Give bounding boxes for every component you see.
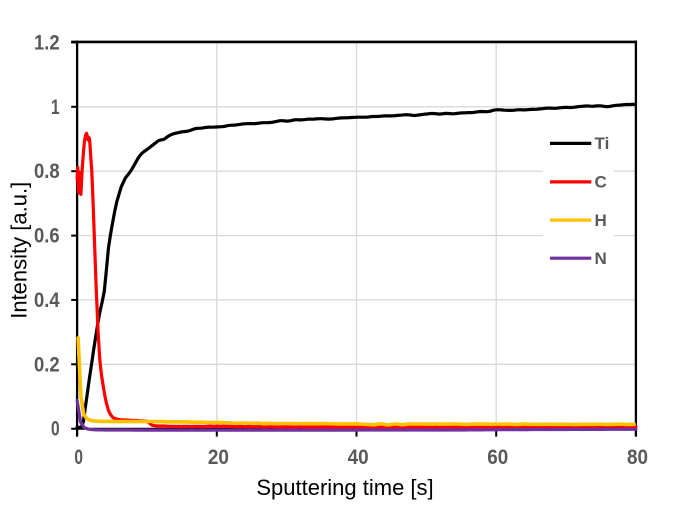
svg-text:60: 60: [487, 446, 508, 469]
svg-text:1.2: 1.2: [34, 31, 60, 54]
svg-text:Sputtering time [s]: Sputtering time [s]: [256, 475, 433, 500]
svg-text:1: 1: [51, 96, 60, 119]
svg-text:40: 40: [348, 446, 369, 469]
svg-text:20: 20: [208, 446, 229, 469]
svg-text:80: 80: [627, 446, 648, 469]
svg-text:Intensity [a.u.]: Intensity [a.u.]: [7, 182, 32, 319]
svg-text:C: C: [595, 173, 607, 192]
svg-text:Ti: Ti: [595, 134, 610, 153]
svg-text:0.8: 0.8: [34, 160, 60, 183]
svg-text:H: H: [595, 211, 607, 230]
svg-text:0: 0: [51, 418, 60, 441]
svg-text:0.4: 0.4: [34, 289, 60, 312]
svg-text:0.6: 0.6: [34, 225, 60, 248]
svg-text:0: 0: [74, 446, 83, 469]
svg-text:0.2: 0.2: [34, 353, 60, 376]
svg-text:N: N: [595, 249, 607, 268]
